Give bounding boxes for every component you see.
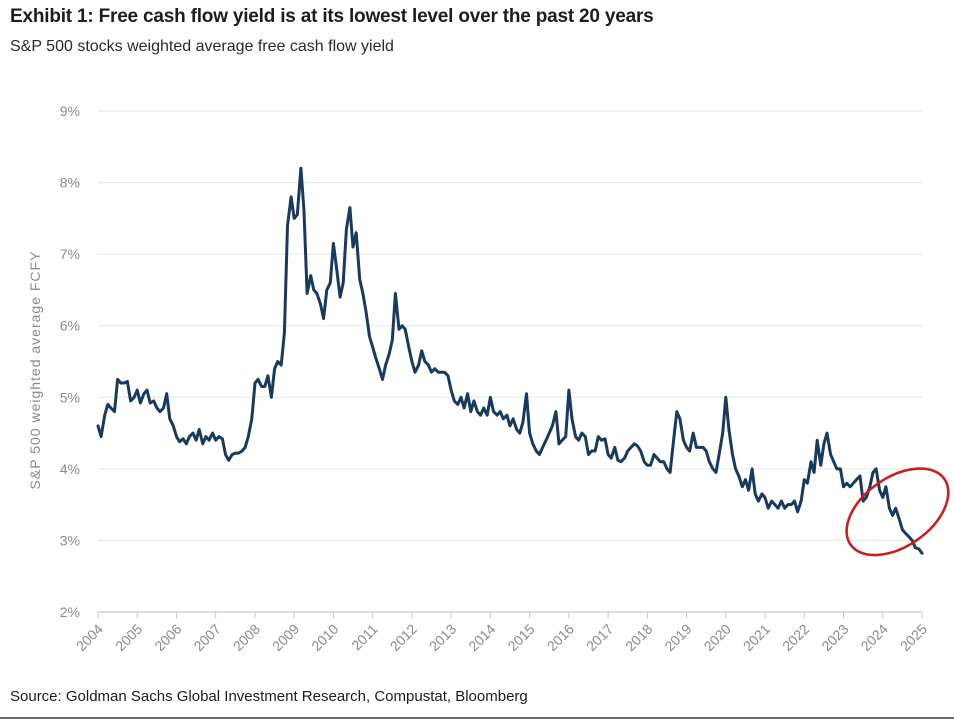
x-tick-label: 2018	[622, 621, 655, 654]
y-tick-label: 4%	[60, 461, 80, 477]
x-tick-label: 2020	[701, 621, 734, 654]
x-tick-label: 2009	[269, 621, 302, 654]
x-tick-label: 2007	[190, 621, 223, 654]
source-note: Source: Goldman Sachs Global Investment …	[10, 688, 528, 705]
y-tick-label: 9%	[60, 103, 80, 119]
x-tick-label: 2008	[230, 621, 263, 654]
x-tick-label: 2019	[661, 621, 694, 654]
y-tick-label: 5%	[60, 389, 80, 405]
x-tick-label: 2013	[426, 621, 459, 654]
x-axis-ticks: 2004 2005 2006 2007 2008 2009 2010 2011 2012 2013…	[73, 612, 930, 654]
chart-title: Exhibit 1: Free cash flow yield is at it…	[10, 6, 654, 27]
x-tick-label: 2015	[504, 621, 537, 654]
recent-low-highlight-ellipse	[845, 467, 950, 557]
x-tick-label: 2006	[151, 621, 184, 654]
fcf-yield-line	[96, 166, 924, 555]
bottom-divider	[0, 717, 954, 719]
x-tick-label: 2022	[779, 621, 812, 654]
y-tick-label: 3%	[60, 532, 80, 548]
x-tick-label: 2017	[583, 621, 616, 654]
x-tick-label: 2025	[897, 621, 930, 654]
y-tick-label: 8%	[60, 175, 80, 191]
x-tick-label: 2021	[740, 621, 773, 654]
x-tick-label: 2011	[348, 621, 381, 654]
y-axis-ticks: 2% 3% 4% 5% 6% 7% 8% 9%	[60, 103, 80, 620]
x-tick-label: 2016	[544, 621, 577, 654]
x-tick-label: 2010	[308, 621, 341, 654]
y-tick-label: 2%	[60, 604, 80, 620]
gridlines	[98, 110, 922, 613]
x-tick-label: 2014	[465, 621, 498, 654]
x-tick-label: 2005	[112, 621, 145, 654]
chart-subtitle: S&P 500 stocks weighted average free cas…	[10, 38, 394, 55]
y-tick-label: 6%	[60, 318, 80, 334]
x-tick-label: 2012	[387, 621, 420, 654]
y-tick-label: 7%	[60, 246, 80, 262]
x-tick-label: 2023	[818, 621, 851, 654]
y-axis-label: S&P 500 weighted average FCFY	[27, 251, 43, 490]
x-tick-label: 2004	[73, 621, 106, 654]
x-tick-label: 2024	[858, 621, 891, 654]
